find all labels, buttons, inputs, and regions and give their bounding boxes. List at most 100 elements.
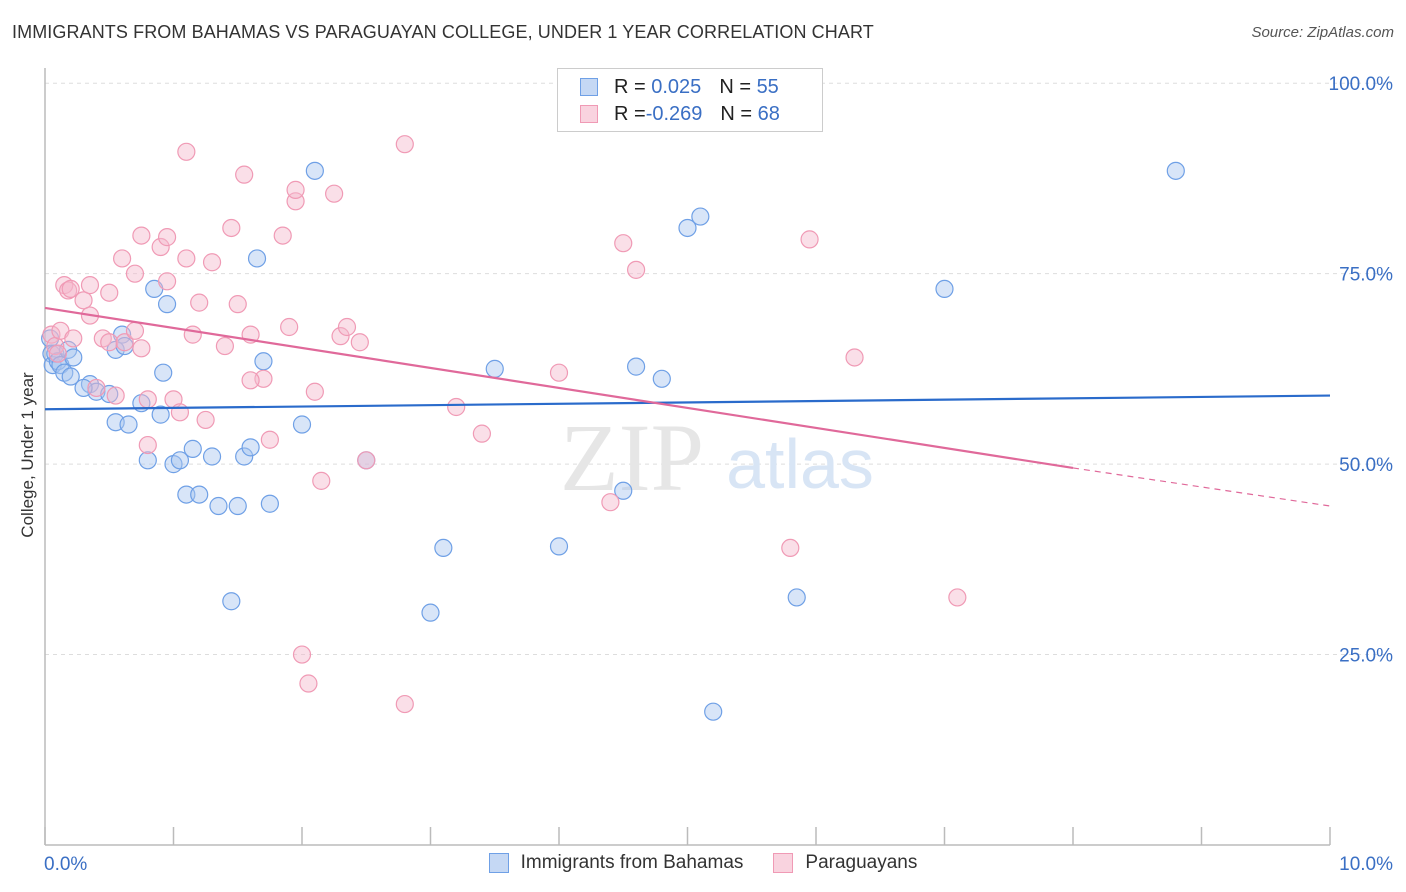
point-bahamas	[421, 603, 440, 622]
point-paraguayans	[241, 371, 260, 390]
point-paraguayans	[132, 226, 151, 245]
point-paraguayans	[800, 230, 819, 249]
point-bahamas	[151, 405, 170, 424]
point-paraguayans	[325, 184, 344, 203]
point-paraguayans	[350, 333, 369, 352]
point-bahamas	[228, 496, 247, 516]
point-bahamas	[691, 207, 710, 226]
point-paraguayans	[196, 410, 215, 430]
axes	[44, 68, 1331, 846]
source-credit: Source: ZipAtlas.com	[1251, 24, 1394, 41]
y-tick-label: 100.0%	[1329, 74, 1394, 95]
point-paraguayans	[228, 295, 247, 314]
point-paraguayans	[273, 226, 292, 245]
point-bahamas	[235, 447, 254, 466]
point-bahamas	[154, 363, 173, 382]
legend-swatch-bahamas	[580, 78, 598, 96]
legend-r-value: 0.025	[651, 75, 702, 98]
point-paraguayans	[177, 249, 196, 268]
point-bahamas	[485, 359, 504, 378]
legend-n-value: 55	[756, 75, 779, 98]
point-bahamas	[678, 218, 697, 238]
point-paraguayans	[614, 234, 633, 253]
legend-swatch-paraguayans	[580, 105, 598, 123]
point-paraguayans	[235, 165, 254, 184]
point-bahamas	[74, 378, 93, 398]
point-paraguayans	[395, 694, 414, 714]
point-paraguayans	[202, 253, 222, 272]
point-bahamas	[254, 352, 273, 371]
trend-lines	[44, 306, 1331, 507]
point-paraguayans	[80, 276, 100, 295]
point-bahamas	[61, 367, 80, 386]
point-paraguayans	[177, 142, 196, 161]
point-paraguayans	[305, 382, 324, 401]
legend-swatch-paraguayans	[773, 853, 794, 873]
point-paraguayans	[106, 386, 125, 405]
point-bahamas	[292, 415, 312, 434]
point-bahamas	[241, 438, 260, 457]
legend-row-paraguayans: R = -0.269 N = 68	[580, 101, 780, 127]
trend-line-bahamas	[44, 394, 1331, 411]
point-paraguayans	[138, 435, 157, 455]
point-bahamas	[190, 485, 209, 504]
point-paraguayans	[112, 249, 132, 268]
point-paraguayans	[337, 317, 357, 337]
point-bahamas	[64, 348, 83, 367]
point-bahamas	[434, 538, 453, 558]
point-bahamas	[209, 496, 228, 516]
point-paraguayans	[42, 325, 61, 344]
point-paraguayans	[260, 430, 279, 449]
point-bahamas	[935, 279, 954, 299]
point-bahamas	[177, 485, 196, 504]
tick-labels: 100.0% 75.0% 50.0% 25.0% 0.0% 10.0%	[44, 74, 1393, 875]
data-points	[41, 135, 1185, 721]
point-paraguayans	[312, 471, 331, 490]
point-paraguayans	[447, 397, 466, 417]
x-tick-label: 0.0%	[44, 854, 87, 875]
watermark: ZIP atlas	[560, 404, 874, 511]
point-paraguayans	[64, 329, 83, 348]
point-bahamas	[614, 481, 633, 500]
stats-legend: R = 0.025 N = 55 R = -0.269 N = 68	[557, 68, 823, 132]
trend-line-paraguayans	[44, 306, 1074, 470]
point-paraguayans	[331, 327, 350, 346]
y-tick-label: 75.0%	[1339, 265, 1393, 286]
point-paraguayans	[157, 228, 177, 247]
point-paraguayans	[781, 538, 800, 558]
point-paraguayans	[115, 333, 134, 352]
x-tick-label: 10.0%	[1339, 854, 1393, 875]
point-paraguayans	[138, 390, 157, 409]
point-paraguayans	[190, 293, 209, 312]
point-paraguayans	[100, 283, 119, 302]
point-paraguayans	[472, 424, 491, 443]
point-paraguayans	[170, 403, 190, 422]
point-paraguayans	[292, 645, 312, 664]
point-bahamas	[652, 369, 671, 388]
point-bahamas	[138, 451, 157, 470]
point-paraguayans	[222, 218, 241, 238]
point-bahamas	[119, 415, 138, 434]
y-tick-label: 50.0%	[1339, 455, 1393, 476]
series-legend: Immigrants from Bahamas Paraguayans	[0, 852, 1406, 874]
point-paraguayans	[125, 321, 145, 340]
point-bahamas	[260, 494, 279, 513]
legend-r-label: R =	[614, 102, 646, 125]
point-paraguayans	[395, 135, 414, 154]
point-paraguayans	[87, 378, 106, 398]
point-paraguayans	[357, 451, 376, 470]
point-paraguayans	[215, 336, 234, 356]
legend-item-bahamas[interactable]: Immigrants from Bahamas	[488, 852, 743, 874]
point-paraguayans	[948, 588, 967, 607]
point-paraguayans	[61, 279, 80, 299]
point-bahamas	[787, 588, 806, 607]
point-bahamas	[247, 249, 267, 268]
legend-label-paraguayans: Paraguayans	[805, 852, 918, 873]
point-bahamas	[704, 702, 723, 721]
point-paraguayans	[74, 291, 93, 310]
legend-item-paraguayans[interactable]: Paraguayans	[773, 852, 917, 874]
point-bahamas	[222, 592, 241, 611]
legend-row-bahamas: R = 0.025 N = 55	[580, 74, 779, 100]
point-paraguayans	[286, 180, 305, 199]
trend-line-paraguayans-extension	[1072, 467, 1331, 507]
